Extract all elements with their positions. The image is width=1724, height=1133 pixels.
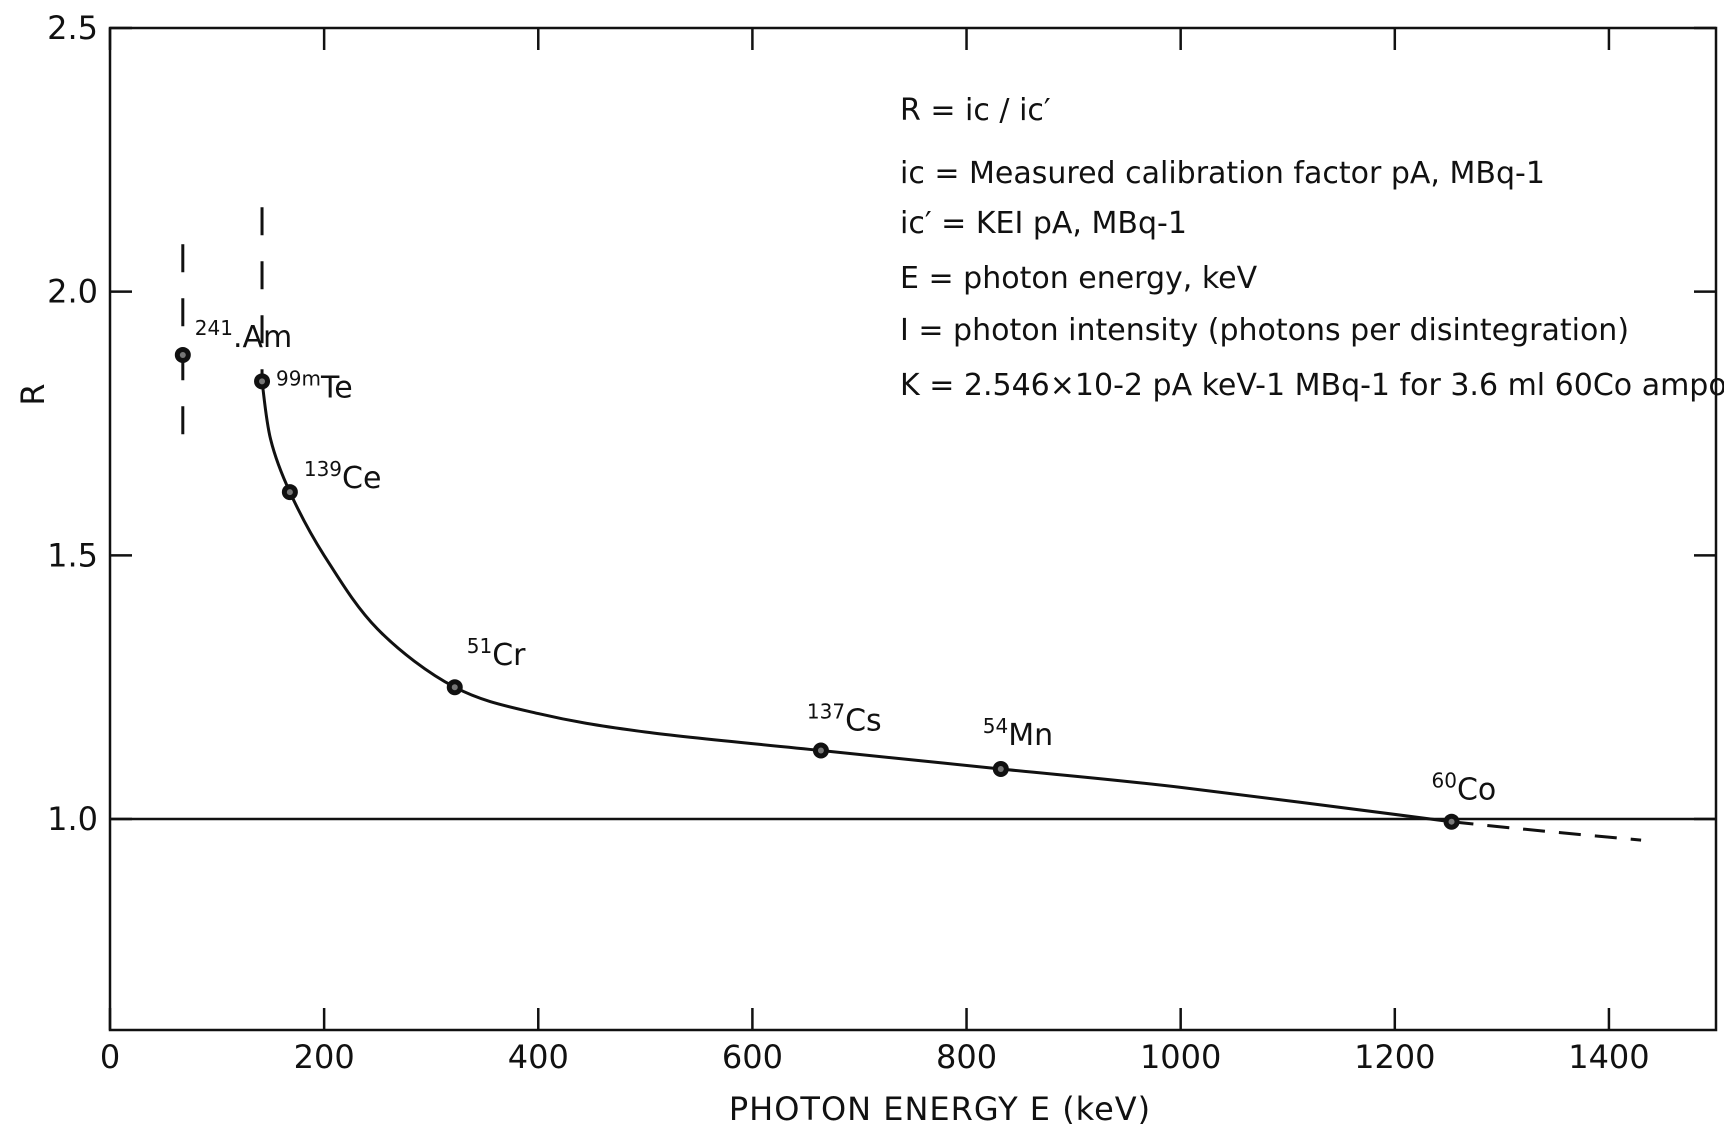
y-tick-label-2: 2.0 [47, 273, 98, 311]
data-point-center-te [259, 378, 266, 385]
isotope-element: Cs [845, 703, 882, 738]
isotope-mass-number: 54 [983, 714, 1008, 738]
point-label-ce: 139Ce [304, 457, 382, 496]
x-tick-label-800: 800 [936, 1038, 997, 1076]
isotope-mass-number: 241 [195, 316, 233, 340]
isotope-element: Cr [492, 638, 526, 673]
legend-def-i: I = photon intensity (photons per disint… [900, 313, 1629, 348]
legend-def-ic: ic = Measured calibration factor pA, MBq… [900, 156, 1545, 191]
y-axis-label: R [14, 382, 52, 405]
legend-def-icp: ic′ = KEI pA, MBq-1 [900, 206, 1187, 241]
legend: R = ic / ic′ ic = Measured calibration f… [900, 93, 1724, 403]
isotope-element: .Am [233, 320, 292, 355]
y-tick-label-1: 1.5 [47, 536, 98, 574]
data-point-group [174, 346, 1460, 830]
isotope-element: Ce [342, 461, 381, 496]
x-tick-label-400: 400 [508, 1038, 569, 1076]
isotope-element: Te [320, 370, 353, 405]
plot-frame [108, 26, 1718, 1032]
isotope-mass-number: 51 [467, 634, 492, 658]
data-point-center-am [179, 351, 186, 358]
x-tick-label-0: 0 [100, 1038, 120, 1076]
data-point-center-co [1448, 818, 1455, 825]
fit-curve [260, 381, 1452, 824]
isotope-mass-number: 99m [276, 366, 321, 390]
isotope-mass-number: 60 [1432, 769, 1457, 793]
x-tick-label-200: 200 [294, 1038, 355, 1076]
uncertainty-bar-group [181, 207, 264, 456]
point-label-cr: 51Cr [467, 634, 526, 673]
x-tick-label-600: 600 [722, 1038, 783, 1076]
fit-curve-extrapolation [1451, 820, 1642, 842]
x-tick-label-1200: 1200 [1354, 1038, 1435, 1076]
point-label-mn: 54Mn [983, 714, 1053, 753]
point-label-cs: 137Cs [807, 699, 882, 738]
data-point-center-ce [286, 489, 293, 496]
isotope-mass-number: 137 [807, 699, 845, 723]
legend-def-k: K = 2.546×10-2 pA keV-1 MBq-1 for 3.6 ml… [900, 368, 1724, 403]
plot-area-border [108, 26, 1718, 1032]
y-tick-label-3: 2.5 [47, 9, 98, 47]
legend-def-r: R = ic / ic′ [900, 93, 1051, 128]
point-label-group: 241.Am 99mTe 139Ce 51Cr 137Cs 54Mn 60Co [195, 316, 1497, 808]
data-point-center-cr [451, 684, 458, 691]
x-axis-label: PHOTON ENERGY E (keV) [729, 1090, 1151, 1128]
legend-def-e: E = photon energy, keV [900, 261, 1258, 296]
point-label-co: 60Co [1432, 769, 1497, 808]
fit-curve-group [260, 381, 1642, 842]
data-point-center-cs [817, 747, 824, 754]
point-label-am: 241.Am [195, 316, 292, 355]
axis-ticks-group: 0 200 400 600 800 1000 1200 1400 1.0 1.5 2.0 2.5 [47, 9, 1716, 1076]
point-label-te: 99mTe [276, 366, 353, 405]
y-tick-label-0: 1.0 [47, 800, 98, 838]
isotope-element: Co [1457, 773, 1496, 808]
isotope-element: Mn [1008, 718, 1053, 753]
x-tick-label-1000: 1000 [1140, 1038, 1221, 1076]
x-tick-label-1400: 1400 [1568, 1038, 1649, 1076]
data-point-center-mn [997, 765, 1004, 772]
isotope-mass-number: 139 [304, 457, 342, 481]
